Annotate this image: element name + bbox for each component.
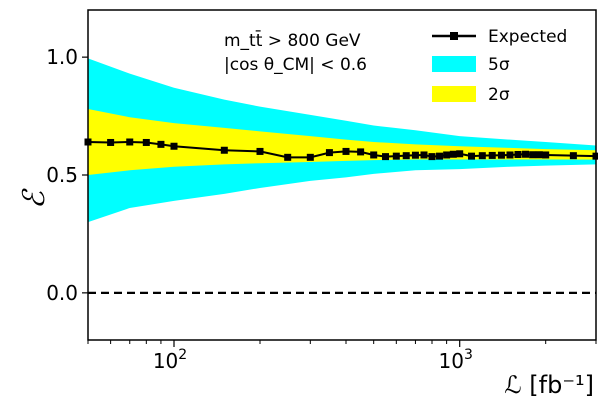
- mass-cut-annotation: m_tt̄ > 800 GeV: [224, 29, 361, 51]
- legend-5sigma-swatch: [432, 56, 476, 72]
- expected-point: [535, 151, 543, 159]
- expected-point: [478, 152, 486, 160]
- expected-point: [306, 153, 314, 161]
- expected-point: [402, 152, 410, 160]
- legend-5sigma-label: 5σ: [488, 55, 510, 75]
- expected-point: [256, 147, 264, 155]
- expected-point: [569, 152, 577, 160]
- legend-2sigma-swatch: [432, 86, 476, 102]
- expected-point: [142, 138, 150, 146]
- legend-expected-label: Expected: [488, 27, 567, 47]
- x-tick-label: 102: [153, 347, 187, 373]
- y-tick-label: 1.0: [46, 45, 78, 69]
- expected-point: [126, 138, 134, 146]
- expected-point: [220, 146, 228, 154]
- expected-point: [342, 147, 350, 155]
- expected-point: [357, 148, 365, 156]
- expected-point: [449, 150, 457, 158]
- expected-point: [370, 151, 378, 159]
- x-axis-label: ℒ [fb⁻¹]: [504, 371, 594, 399]
- angle-cut-annotation: |cos θ_CM| < 0.6: [224, 55, 367, 75]
- expected-point: [325, 149, 333, 157]
- expected-point: [522, 150, 530, 158]
- expected-point: [392, 152, 400, 160]
- legend: Expected 5σ 2σ: [432, 27, 567, 105]
- expected-point: [488, 151, 496, 159]
- expected-point: [542, 151, 550, 159]
- expected-point: [411, 151, 419, 159]
- expected-point: [514, 150, 522, 158]
- y-tick-label: 0.5: [46, 163, 78, 187]
- expected-point: [529, 151, 537, 159]
- expected-point: [428, 153, 436, 161]
- expected-point: [506, 151, 514, 159]
- expected-point: [382, 153, 390, 161]
- expected-point: [443, 151, 451, 159]
- expected-point: [420, 151, 428, 159]
- legend-expected-marker: [450, 32, 458, 40]
- y-axis-label: ℰ: [17, 188, 52, 209]
- expected-point: [284, 153, 292, 161]
- annotation: m_tt̄ > 800 GeV |cos θ_CM| < 0.6: [224, 29, 367, 75]
- plot-area: [84, 58, 598, 294]
- expected-point: [436, 152, 444, 160]
- legend-2sigma-label: 2σ: [488, 85, 510, 105]
- expected-point: [157, 140, 165, 148]
- expected-point: [456, 150, 464, 158]
- expected-point: [468, 152, 476, 160]
- y-tick-label: 0.0: [46, 281, 78, 305]
- x-tick-label: 103: [439, 347, 473, 373]
- expected-point: [497, 151, 505, 159]
- expected-point: [107, 138, 115, 146]
- expected-point: [170, 142, 178, 150]
